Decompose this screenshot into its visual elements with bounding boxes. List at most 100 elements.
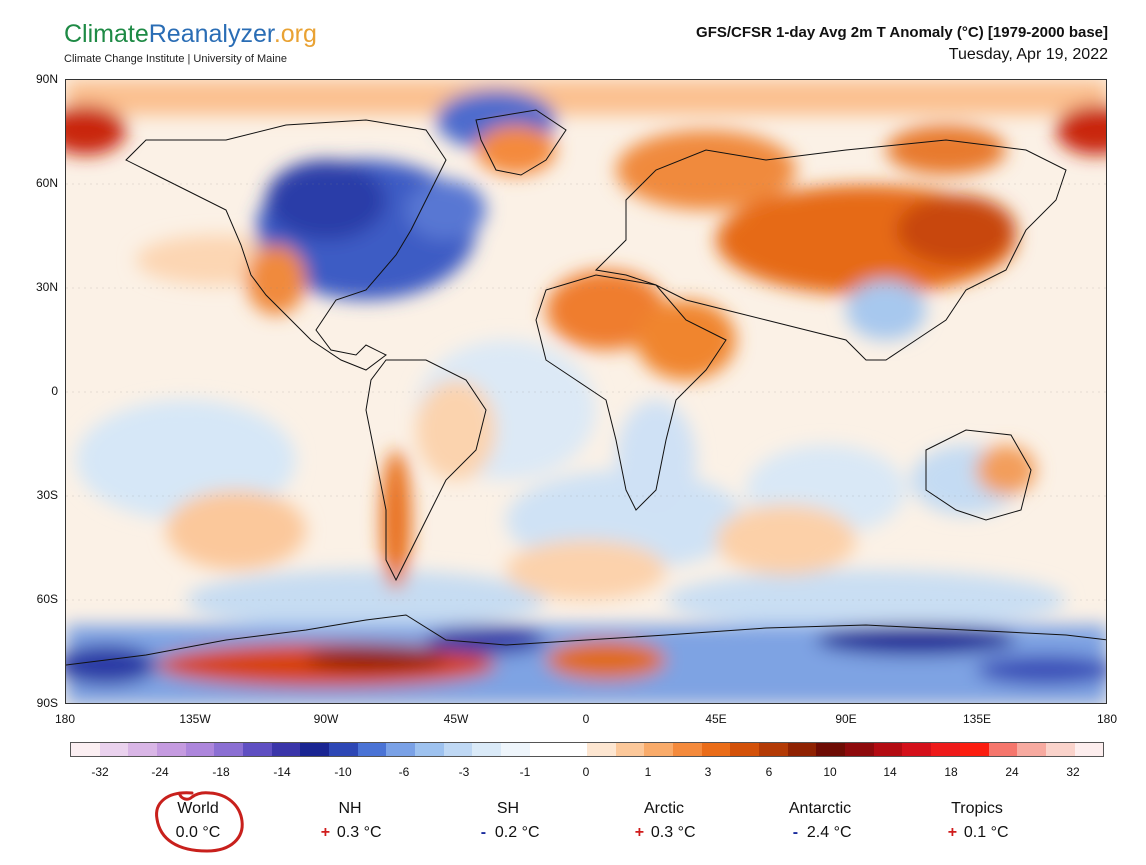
colorbar-swatch xyxy=(845,743,874,756)
colorbar-swatch xyxy=(1045,743,1075,756)
colorbar-swatch xyxy=(730,743,760,756)
stat-world-label: World xyxy=(177,800,219,817)
stat-arctic: Arctic + 0.3 °C xyxy=(594,800,734,842)
colorbar-swatch xyxy=(644,743,674,756)
colorbar-swatch xyxy=(988,743,1018,756)
lon-label-45e: 45E xyxy=(705,712,727,726)
stat-tropics: Tropics + 0.1 °C xyxy=(907,800,1047,842)
stat-world: World 0.0 °C xyxy=(128,800,268,842)
lat-label-60n: 60N xyxy=(35,176,58,190)
stat-sh-number: 0.2 °C xyxy=(494,824,540,841)
anomaly-map-canvas xyxy=(66,80,1106,703)
stat-sh-label: SH xyxy=(496,800,520,817)
colorbar-swatch xyxy=(931,743,960,756)
logo-part-climate: Climate xyxy=(64,20,149,48)
lon-label-180w: 180 xyxy=(54,712,76,726)
colorbar-swatch xyxy=(529,743,559,756)
colorbar-swatch xyxy=(243,743,272,756)
colorbar-swatch xyxy=(415,743,444,756)
site-logo[interactable]: ClimateReanalyzer.org xyxy=(64,20,317,49)
colorbar-swatch xyxy=(587,743,616,756)
colorbar-label: -1 xyxy=(519,765,531,779)
colorbar-swatch xyxy=(71,743,100,756)
colorbar-swatch xyxy=(902,743,932,756)
colorbar-label: -10 xyxy=(334,765,352,779)
colorbar-label: 1 xyxy=(644,765,652,779)
stat-sh: SH - 0.2 °C xyxy=(438,800,578,842)
plus-icon: + xyxy=(320,824,331,841)
colorbar-swatch xyxy=(99,743,129,756)
stat-antarctic-label: Antarctic xyxy=(788,800,852,817)
colorbar-swatch xyxy=(128,743,158,756)
map-date: Tuesday, Apr 19, 2022 xyxy=(948,46,1108,63)
lat-label-30n: 30N xyxy=(35,280,58,294)
plus-icon: + xyxy=(947,824,958,841)
anomaly-map xyxy=(65,79,1107,704)
map-title: GFS/CFSR 1-day Avg 2m T Anomaly (°C) [19… xyxy=(696,24,1108,41)
coastlines xyxy=(66,109,1106,666)
colorbar-swatch xyxy=(959,743,989,756)
stat-world-number: 0.0 °C xyxy=(175,824,221,841)
lat-label-30s: 30S xyxy=(36,488,58,502)
colorbar-swatch xyxy=(300,743,330,756)
colorbar-swatch xyxy=(443,743,473,756)
stat-tropics-label: Tropics xyxy=(951,800,1003,817)
colorbar xyxy=(70,742,1104,757)
colorbar-label: -24 xyxy=(151,765,169,779)
colorbar-label: 32 xyxy=(1066,765,1080,779)
colorbar-label: 14 xyxy=(883,765,897,779)
lat-label-90n: 90N xyxy=(35,72,58,86)
minus-icon: - xyxy=(480,824,487,841)
colorbar-swatch xyxy=(816,743,846,756)
colorbar-swatch xyxy=(1074,743,1104,756)
colorbar-label: 18 xyxy=(944,765,958,779)
colorbar-label: -6 xyxy=(398,765,410,779)
colorbar-swatch xyxy=(329,743,358,756)
lon-label-135e: 135E xyxy=(962,712,992,726)
colorbar-swatch xyxy=(701,743,731,756)
colorbar-label: 24 xyxy=(1005,765,1019,779)
colorbar-label: 6 xyxy=(765,765,773,779)
colorbar-swatch xyxy=(1017,743,1046,756)
plus-icon: + xyxy=(634,824,645,841)
colorbar-label: -14 xyxy=(273,765,291,779)
logo-part-org: .org xyxy=(273,20,317,48)
colorbar-swatch xyxy=(558,743,588,756)
colorbar-swatch xyxy=(386,743,416,756)
lat-label-60s: 60S xyxy=(36,592,58,606)
minus-icon: - xyxy=(792,824,799,841)
stat-antarctic: Antarctic - 2.4 °C xyxy=(750,800,890,842)
colorbar-swatch xyxy=(615,743,645,756)
stat-nh-label: NH xyxy=(338,800,362,817)
colorbar-swatch xyxy=(873,743,903,756)
lon-label-180e: 180 xyxy=(1096,712,1118,726)
colorbar-label: 0 xyxy=(582,765,590,779)
colorbar-swatch xyxy=(759,743,788,756)
colorbar-label: -18 xyxy=(212,765,230,779)
colorbar-swatch xyxy=(157,743,186,756)
lat-label-0: 0 xyxy=(51,384,58,398)
colorbar-label: -3 xyxy=(458,765,470,779)
colorbar-swatch xyxy=(214,743,244,756)
lon-label-90w: 90W xyxy=(313,712,339,726)
colorbar-swatch xyxy=(673,743,702,756)
colorbar-swatch xyxy=(472,743,502,756)
lat-label-90s: 90S xyxy=(36,696,58,710)
colorbar-label: 10 xyxy=(823,765,837,779)
logo-part-reanalyzer: Reanalyzer xyxy=(148,20,274,48)
lon-label-90e: 90E xyxy=(835,712,857,726)
colorbar-label: -32 xyxy=(91,765,109,779)
stat-tropics-number: 0.1 °C xyxy=(963,824,1009,841)
colorbar-swatch xyxy=(185,743,215,756)
logo-subtitle: Climate Change Institute | University of… xyxy=(64,53,287,65)
colorbar-swatch xyxy=(787,743,817,756)
colorbar-swatch xyxy=(357,743,387,756)
stat-nh: NH + 0.3 °C xyxy=(280,800,420,842)
stat-world-value: 0.0 °C xyxy=(128,824,268,842)
colorbar-label: 3 xyxy=(704,765,712,779)
lon-label-0: 0 xyxy=(582,712,590,726)
colorbar-swatch xyxy=(501,743,530,756)
lon-label-45w: 45W xyxy=(443,712,469,726)
stat-antarctic-number: 2.4 °C xyxy=(806,824,852,841)
lon-label-135w: 135W xyxy=(179,712,211,726)
